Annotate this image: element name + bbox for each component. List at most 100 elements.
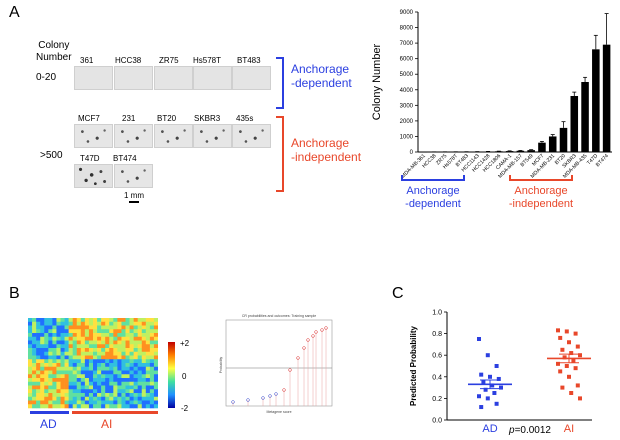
heatmap-cell — [145, 318, 151, 323]
heatmap-cell — [141, 355, 147, 360]
heatmap-cell — [113, 333, 118, 338]
heatmap-cell — [149, 351, 155, 356]
heatmap-cell — [101, 321, 106, 326]
bar — [602, 44, 611, 152]
heatmap-cell — [40, 385, 45, 390]
colony-image — [74, 66, 113, 90]
heatmap-cell — [125, 336, 130, 341]
heatmap-cell — [93, 340, 98, 345]
y-tick-label: 5000 — [400, 72, 414, 78]
heatmap-cell — [44, 389, 49, 394]
heatmap-cell — [36, 340, 41, 345]
heatmap-cell — [88, 381, 94, 386]
heatmap-cell — [145, 389, 151, 394]
heatmap-cell — [145, 400, 151, 405]
heatmap-cell — [117, 404, 122, 409]
heatmap-cell — [145, 393, 151, 398]
heatmap-cell — [141, 329, 147, 334]
inset-point — [282, 388, 286, 392]
heatmap-cell — [32, 404, 37, 409]
heatmap-cell — [125, 359, 130, 364]
heatmap-cell — [52, 336, 57, 341]
heatmap-cell — [129, 374, 134, 379]
heatmap-cell — [72, 325, 78, 330]
heatmap-cell — [137, 321, 143, 326]
heatmap-cell — [88, 374, 94, 379]
heatmap-cell — [84, 325, 90, 330]
bar — [516, 150, 525, 152]
data-point — [558, 369, 563, 374]
heatmap-cell — [141, 366, 147, 371]
data-point — [573, 366, 578, 371]
heatmap-cell — [44, 325, 49, 330]
data-point — [488, 374, 492, 379]
heatmap-cell — [52, 348, 57, 353]
heatmap-cell — [32, 396, 37, 401]
data-point — [479, 372, 484, 377]
heatmap-cell — [117, 325, 122, 330]
heatmap-cell — [72, 400, 78, 405]
heatmap-cell — [56, 396, 61, 401]
heatmap-cell — [93, 329, 98, 334]
heatmap-cell — [149, 329, 155, 334]
heatmap-cell — [117, 381, 122, 386]
heatmap-cell — [44, 366, 49, 371]
heatmap-cell — [93, 385, 98, 390]
x-category-label: AD — [482, 423, 497, 435]
heatmap-cell — [145, 340, 151, 345]
heatmap-cell — [88, 378, 94, 383]
heatmap-cell — [76, 370, 82, 375]
heatmap-cell — [68, 393, 73, 398]
heatmap-cell — [153, 363, 158, 368]
colony-image — [154, 124, 193, 148]
heatmap-cell — [117, 321, 122, 326]
heatmap-cell — [52, 366, 57, 371]
heatmap-cell — [105, 340, 110, 345]
heatmap-cell — [117, 374, 122, 379]
inset-point — [324, 326, 328, 330]
heatmap-cell — [137, 336, 143, 341]
heatmap-cell — [145, 396, 151, 401]
y-axis-title: Colony Number — [371, 43, 383, 120]
heatmap-cell — [109, 404, 114, 409]
heatmap-cell — [125, 344, 130, 349]
heatmap-cell — [52, 359, 57, 364]
heatmap-cell — [117, 329, 122, 334]
heatmap-cell — [52, 385, 57, 390]
heatmap-cell — [44, 370, 49, 375]
heatmap-cell — [145, 404, 151, 409]
heatmap-cell — [64, 340, 69, 345]
cell-line-label: MCF7 — [78, 114, 100, 123]
heatmap-cell — [60, 344, 65, 349]
heatmap-cell — [121, 396, 126, 401]
heatmap-cell — [72, 333, 78, 338]
label-line: Anchorage — [291, 136, 350, 150]
cell-line-label: HCC38 — [115, 56, 142, 65]
heatmap-cell — [84, 400, 90, 405]
heatmap-cell — [32, 351, 37, 356]
heatmap-cell — [117, 378, 122, 383]
heatmap-cell — [76, 374, 82, 379]
heatmap-cell — [72, 374, 78, 379]
heatmap-cell — [84, 336, 90, 341]
inset-point — [274, 392, 278, 396]
heatmap-cell — [125, 396, 130, 401]
data-point — [578, 396, 582, 401]
inset-point — [306, 338, 310, 342]
heatmap-cell — [125, 389, 130, 394]
heatmap-cell — [44, 340, 49, 345]
heatmap-cell — [76, 336, 82, 341]
cell-line-label: BT474 — [113, 154, 137, 163]
heatmap-cell — [105, 370, 110, 375]
heatmap-cell — [36, 363, 41, 368]
heatmap-cell — [117, 370, 122, 375]
heatmap-cell — [88, 348, 94, 353]
row-independent-label: >500 — [40, 150, 63, 161]
heatmap-cell — [60, 374, 65, 379]
scale-bar — [129, 201, 139, 203]
heatmap-cell — [93, 351, 98, 356]
heatmap-cell — [76, 325, 82, 330]
heatmap-cell — [109, 359, 114, 364]
heatmap-cell — [72, 393, 78, 398]
heatmap-cell — [52, 355, 57, 360]
